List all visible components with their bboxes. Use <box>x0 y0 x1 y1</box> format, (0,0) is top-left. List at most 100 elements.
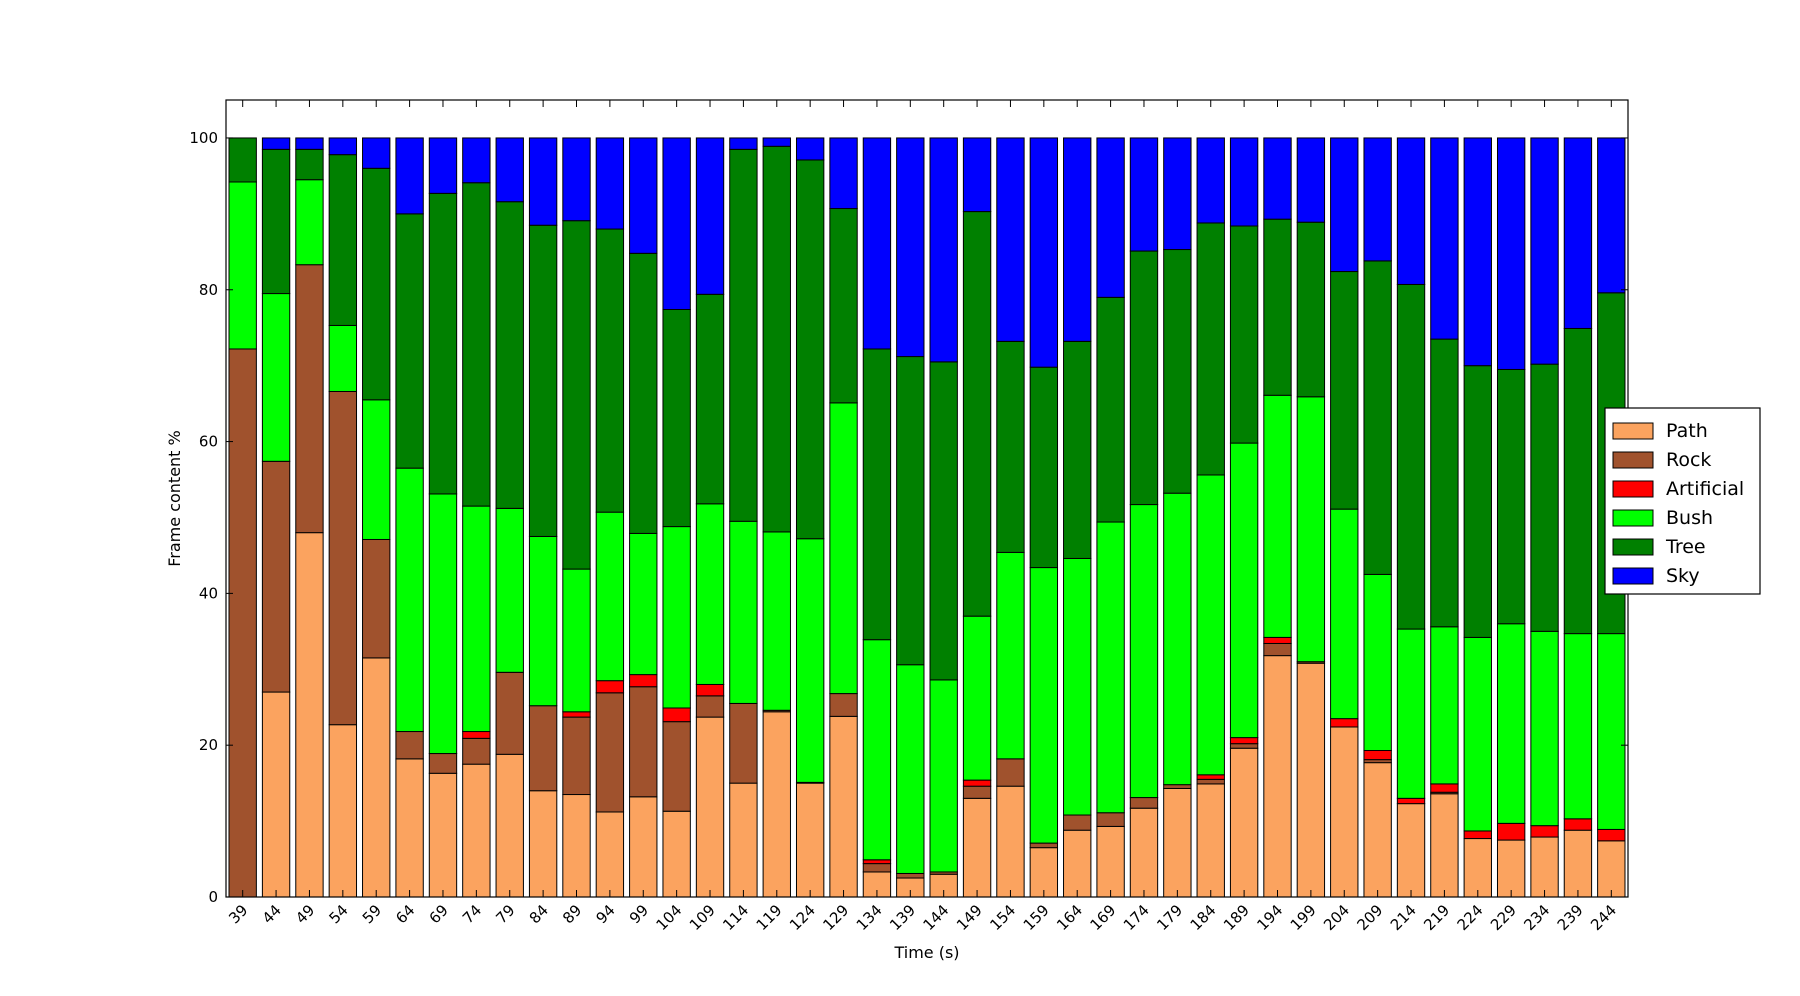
bar-sky-74 <box>462 137 491 184</box>
legend-swatch-path <box>1612 422 1654 440</box>
bar-bush-74 <box>462 505 491 733</box>
bar-bush-54 <box>328 324 358 392</box>
bar-sky-44 <box>261 137 291 150</box>
x-tick-label: 139 <box>886 901 919 934</box>
bar-tree-149 <box>962 211 992 617</box>
bar-sky-89 <box>562 137 591 222</box>
bar-path-159 <box>1029 847 1059 898</box>
bar-tree-54 <box>328 154 358 326</box>
bar-tree-209 <box>1363 260 1392 575</box>
bar-sky-124 <box>795 137 825 161</box>
bar-artificial-234 <box>1530 825 1559 838</box>
bar-path-239 <box>1563 829 1593 898</box>
legend-label-path: Path <box>1666 420 1708 442</box>
bar-bush-109 <box>695 503 725 685</box>
bar-path-119 <box>762 711 791 898</box>
bar-tree-124 <box>795 159 825 540</box>
bar-rock-44 <box>261 460 291 693</box>
bar-artificial-214 <box>1396 797 1426 805</box>
bar-path-109 <box>695 716 725 898</box>
bar-tree-204 <box>1330 271 1359 510</box>
bar-sky-119 <box>762 137 791 147</box>
bar-bush-234 <box>1530 630 1559 827</box>
bar-tree-139 <box>896 356 925 666</box>
bar-sky-199 <box>1296 137 1326 223</box>
x-tick-label: 124 <box>786 901 819 934</box>
bar-bush-224 <box>1463 636 1492 832</box>
bar-artificial-189 <box>1229 737 1259 745</box>
bar-tree-234 <box>1530 363 1559 632</box>
bar-rock-149 <box>962 785 992 799</box>
bar-sky-154 <box>996 137 1025 342</box>
legend-label-artificial: Artificial <box>1666 478 1744 500</box>
bar-path-44 <box>261 691 291 898</box>
bar-sky-219 <box>1430 137 1459 340</box>
x-tick-label: 134 <box>853 901 886 934</box>
bar-bush-104 <box>662 526 691 709</box>
bar-bush-79 <box>495 507 524 673</box>
bar-sky-229 <box>1496 137 1526 370</box>
bar-rock-49 <box>295 264 324 534</box>
bar-artificial-229 <box>1496 822 1526 841</box>
legend-label-rock: Rock <box>1666 449 1711 471</box>
bar-tree-79 <box>495 201 524 509</box>
x-tick-label: 199 <box>1287 901 1320 934</box>
bar-bush-214 <box>1396 628 1426 799</box>
bar-path-129 <box>829 715 858 898</box>
bar-tree-59 <box>362 167 391 401</box>
bar-sky-69 <box>428 137 458 194</box>
bar-sky-64 <box>395 137 424 215</box>
bar-sky-79 <box>495 137 524 203</box>
bar-sky-84 <box>528 137 558 226</box>
x-tick-label: 94 <box>592 901 618 927</box>
legend-swatch-rock <box>1612 451 1654 469</box>
bar-rock-99 <box>629 686 658 798</box>
legend-swatch-tree <box>1612 538 1654 556</box>
bar-path-214 <box>1396 803 1426 898</box>
bar-bush-239 <box>1563 633 1593 820</box>
bar-path-204 <box>1330 726 1359 898</box>
bar-tree-224 <box>1463 365 1492 638</box>
bar-path-179 <box>1163 787 1192 898</box>
bar-artificial-99 <box>629 674 658 688</box>
bar-rock-74 <box>462 737 491 765</box>
bar-artificial-224 <box>1463 830 1492 840</box>
bar-rock-169 <box>1096 812 1125 827</box>
x-tick-label: 149 <box>953 901 986 934</box>
bar-artificial-194 <box>1263 636 1292 644</box>
bar-path-124 <box>795 782 825 898</box>
bar-bush-159 <box>1029 567 1059 844</box>
bar-tree-239 <box>1563 327 1593 635</box>
bar-bush-204 <box>1330 508 1359 720</box>
x-tick-label: 184 <box>1187 901 1220 934</box>
x-tick-label: 194 <box>1253 901 1286 934</box>
bar-bush-49 <box>295 179 324 266</box>
x-tick-label: 119 <box>753 901 786 934</box>
bar-rock-94 <box>595 692 625 813</box>
bar-bush-154 <box>996 551 1025 760</box>
bar-bush-64 <box>395 467 424 733</box>
bar-bush-134 <box>862 639 892 861</box>
bar-path-84 <box>528 790 558 898</box>
x-tick-label: 174 <box>1120 901 1153 934</box>
legend-label-bush: Bush <box>1666 507 1713 529</box>
bar-path-189 <box>1229 747 1259 898</box>
bar-tree-174 <box>1129 250 1159 506</box>
bar-bush-119 <box>762 531 791 711</box>
bar-tree-189 <box>1229 225 1259 444</box>
x-tick-label: 229 <box>1487 901 1520 934</box>
y-tick-label: 40 <box>199 584 218 602</box>
bar-path-174 <box>1129 807 1159 898</box>
bar-bush-69 <box>428 493 458 755</box>
bar-bush-144 <box>929 679 958 873</box>
bar-sky-179 <box>1163 137 1192 251</box>
bar-artificial-74 <box>462 731 491 739</box>
x-tick-label: 64 <box>392 901 418 927</box>
bar-path-79 <box>495 753 524 898</box>
bar-path-244 <box>1597 840 1626 898</box>
bar-path-219 <box>1430 793 1459 898</box>
bar-rock-154 <box>996 758 1025 787</box>
bar-path-54 <box>328 724 358 898</box>
bar-path-89 <box>562 794 591 898</box>
bar-tree-199 <box>1296 221 1326 398</box>
